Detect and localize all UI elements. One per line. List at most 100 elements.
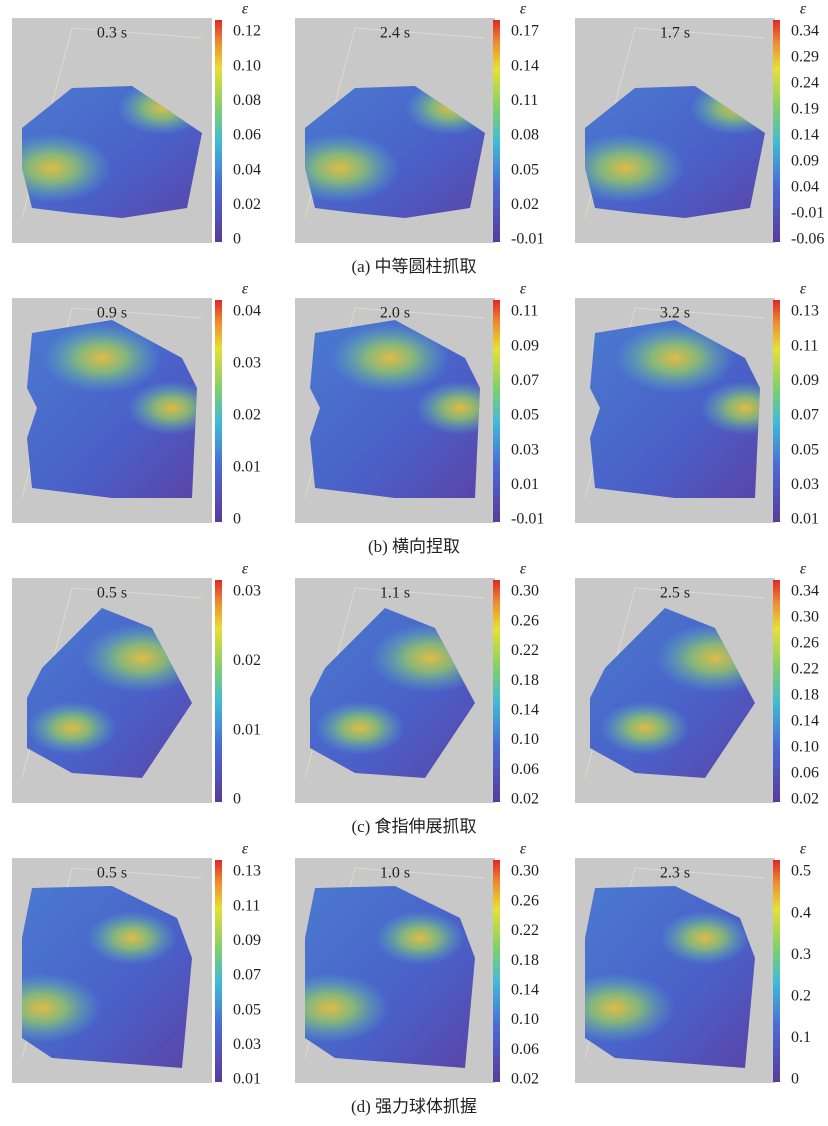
- colorbar-tick-label: 0.11: [791, 337, 818, 354]
- colorbar-tick-label: 0.06: [233, 127, 261, 144]
- colorbar-tick-label: 0.07: [233, 967, 261, 984]
- colorbar: [215, 580, 222, 802]
- colorbar-tick-label: 0.11: [233, 897, 260, 914]
- epsilon-symbol: ε: [520, 281, 527, 298]
- panel: 0.5 sε0.130.110.090.070.050.030.01: [0, 841, 261, 1088]
- time-label: 0.3 s: [97, 25, 127, 42]
- colorbar-tick-label: 0.30: [511, 863, 539, 880]
- time-label: 2.4 s: [380, 25, 410, 42]
- colorbar-tick-label: 0.01: [791, 511, 819, 528]
- colorbar-tick-label: 0.2: [791, 987, 811, 1004]
- colorbar: [773, 300, 780, 522]
- colorbar-tick-label: 0.02: [791, 791, 819, 808]
- colorbar-tick-label: 0.05: [511, 407, 539, 424]
- colorbar-tick-label: 0.04: [233, 161, 261, 178]
- colorbar-tick-label: 0.09: [791, 372, 819, 389]
- epsilon-symbol: ε: [520, 841, 527, 858]
- colorbar-tick-label: 0.06: [791, 765, 819, 782]
- colorbar-tick-label: 0.05: [791, 441, 819, 458]
- colorbar: [493, 860, 500, 1082]
- time-label: 0.9 s: [97, 305, 127, 322]
- time-label: 1.0 s: [380, 865, 410, 882]
- hot-spot: [375, 911, 465, 965]
- colorbar-tick-label: 0.02: [511, 196, 539, 213]
- colorbar-tick-label: 0.5: [791, 863, 811, 880]
- colorbar-tick-label: 0.14: [791, 127, 819, 144]
- colorbar-tick-label: 0.14: [791, 713, 819, 730]
- epsilon-symbol: ε: [242, 561, 249, 578]
- colorbar-tick-label: 0.22: [791, 661, 819, 678]
- colorbar-tick-label: 0.30: [511, 583, 539, 600]
- colorbar-tick-label: 0.24: [791, 75, 819, 92]
- colorbar-tick-label: 0.01: [233, 721, 261, 738]
- panel: 3.2 sε0.130.110.090.070.050.030.01: [575, 281, 819, 528]
- hot-spot: [600, 701, 690, 755]
- colorbar-tick-label: 0.04: [233, 303, 261, 320]
- time-label: 2.3 s: [660, 865, 690, 882]
- colorbar-tick-label: 0.22: [511, 922, 539, 939]
- colorbar-tick-label: 0.30: [791, 609, 819, 626]
- colorbar-tick-label: 0.3: [791, 946, 811, 963]
- colorbar-tick-label: 0.10: [233, 57, 261, 74]
- colorbar-tick-label: 0.11: [511, 92, 538, 109]
- epsilon-symbol: ε: [242, 841, 249, 858]
- time-label: 2.0 s: [380, 305, 410, 322]
- colorbar-tick-label: 0.10: [791, 739, 819, 756]
- colorbar-tick-label: 0: [233, 791, 241, 808]
- colorbar-tick-label: 0.08: [233, 92, 261, 109]
- panel: 1.0 sε0.300.260.220.180.140.100.060.02: [270, 841, 539, 1088]
- panel: 2.4 sε0.170.140.110.080.050.02-0.01: [280, 1, 544, 248]
- colorbar-tick-label: 0.09: [233, 932, 261, 949]
- epsilon-symbol: ε: [520, 561, 527, 578]
- caption: (a) 中等圆柱抓取: [351, 257, 476, 276]
- colorbar-tick-label: 0.03: [511, 441, 539, 458]
- colorbar-tick-label: 0.09: [511, 337, 539, 354]
- colorbar: [773, 860, 780, 1082]
- time-label: 1.7 s: [660, 25, 690, 42]
- epsilon-symbol: ε: [800, 281, 807, 298]
- epsilon-symbol: ε: [800, 841, 807, 858]
- panel: 2.5 sε0.340.300.260.220.180.140.100.060.…: [575, 561, 819, 808]
- colorbar-tick-label: 0.18: [511, 672, 539, 689]
- colorbar-tick-label: 0.03: [233, 583, 261, 600]
- colorbar-tick-label: 0.14: [511, 982, 539, 999]
- time-label: 0.5 s: [97, 865, 127, 882]
- colorbar-tick-label: 0.08: [511, 127, 539, 144]
- colorbar-tick-label: 0.03: [791, 476, 819, 493]
- colorbar-tick-label: 0.05: [511, 161, 539, 178]
- hot-spot: [660, 911, 750, 965]
- colorbar-tick-label: 0.13: [791, 303, 819, 320]
- colorbar-tick-label: 0.13: [233, 863, 261, 880]
- colorbar-tick-label: 0.18: [791, 687, 819, 704]
- colorbar-tick-label: 0.02: [511, 791, 539, 808]
- colorbar-tick-label: 0.03: [233, 1036, 261, 1053]
- colorbar-tick-label: 0.22: [511, 642, 539, 659]
- panel: 0.9 sε0.040.030.020.010: [12, 281, 261, 528]
- panel: 1.1 sε0.300.260.220.180.140.100.060.02: [295, 561, 539, 808]
- colorbar-tick-label: 0.19: [791, 101, 819, 118]
- page: {"rows": [ {"caption": "(a) 中等圆柱抓取", "pa…: [0, 0, 828, 1126]
- colorbar-tick-label: 0.12: [233, 23, 261, 40]
- panel: 2.0 sε0.110.090.070.050.030.01-0.01: [295, 281, 544, 528]
- caption: (c) 食指伸展抓取: [351, 817, 476, 836]
- colorbar-tick-label: 0.02: [511, 1071, 539, 1088]
- colorbar: [493, 20, 500, 242]
- colorbar-tick-label: 0.10: [511, 731, 539, 748]
- colorbar-tick-label: -0.01: [511, 231, 544, 248]
- epsilon-symbol: ε: [800, 561, 807, 578]
- colorbar-tick-label: 0.10: [511, 1011, 539, 1028]
- colorbar-tick-label: 0.18: [511, 952, 539, 969]
- colorbar-tick-label: -0.06: [791, 231, 824, 248]
- epsilon-symbol: ε: [242, 1, 249, 18]
- time-label: 2.5 s: [660, 585, 690, 602]
- hot-spot: [87, 911, 177, 965]
- colorbar-tick-label: 0.29: [791, 49, 819, 66]
- colorbar-tick-label: 0.1: [791, 1029, 811, 1046]
- time-label: 0.5 s: [97, 585, 127, 602]
- time-label: 3.2 s: [660, 305, 690, 322]
- colorbar-tick-label: 0: [233, 231, 241, 248]
- colorbar-tick-label: 0.26: [511, 612, 539, 629]
- colorbar-tick-label: 0.11: [511, 303, 538, 320]
- epsilon-symbol: ε: [800, 1, 807, 18]
- colorbar-tick-label: 0.05: [233, 1001, 261, 1018]
